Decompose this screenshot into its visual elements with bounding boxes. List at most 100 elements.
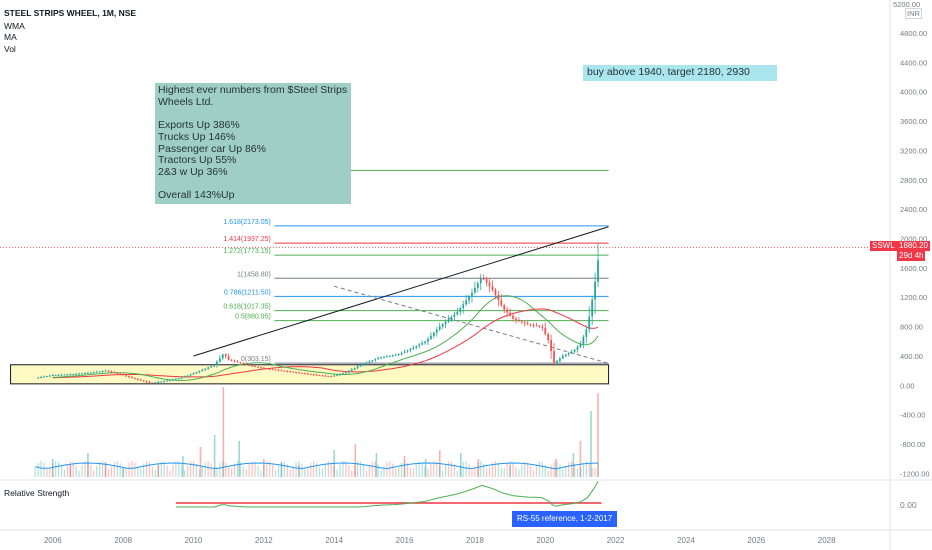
volume-bar	[263, 464, 265, 477]
candle-body	[251, 365, 254, 367]
candle-body	[353, 367, 356, 370]
volume-bar	[582, 462, 584, 477]
candle-body	[204, 368, 207, 370]
volume-bar	[102, 461, 104, 477]
candle-body	[113, 372, 116, 374]
volume-bar	[228, 467, 230, 477]
volume-bar	[503, 468, 505, 477]
volume-bar	[330, 462, 332, 477]
volume-bar	[163, 461, 165, 477]
candle-body	[312, 374, 315, 376]
note-box[interactable]: Highest ever numbers from $Steel Strips …	[155, 83, 351, 204]
y-tick-label: 2000.00	[900, 235, 927, 244]
volume-bar	[239, 462, 241, 477]
candle-body	[567, 353, 570, 355]
volume-bar	[524, 461, 526, 477]
volume-bar	[222, 461, 224, 477]
volume-bar	[430, 464, 432, 477]
volume-bar	[450, 461, 453, 477]
x-tick-label: 2028	[818, 536, 836, 545]
volume-bar	[301, 463, 303, 477]
indicator-ma[interactable]: MA	[4, 32, 17, 42]
price-badge-symbol: SSWL	[870, 241, 897, 251]
volume-bar	[113, 462, 115, 477]
volume-bar	[175, 461, 177, 477]
candle-body	[535, 325, 538, 327]
fib-label: 0(303.15)	[241, 356, 271, 363]
candle-body	[553, 351, 555, 364]
volume-bar	[213, 435, 216, 477]
candle-body	[201, 369, 204, 372]
volume-bar	[52, 463, 54, 477]
volume-bar	[433, 461, 435, 477]
candle-body	[544, 327, 547, 334]
candle-body	[183, 376, 186, 378]
volume-bar	[377, 464, 379, 477]
volume-bar	[269, 461, 271, 477]
candle-body	[43, 376, 45, 378]
price-badge-value: 1880.20	[897, 241, 930, 251]
volume-bar	[143, 463, 145, 477]
candle-body	[324, 375, 327, 377]
x-tick-label: 2010	[185, 536, 203, 545]
candle-body	[289, 371, 292, 373]
callout-box[interactable]: buy above 1940, target 2180, 2930	[583, 65, 777, 81]
volume-bar	[424, 459, 427, 477]
candle-body	[345, 372, 347, 374]
indicator-wma[interactable]: WMA	[4, 21, 25, 31]
volume-bar	[289, 469, 291, 477]
candle-body	[87, 372, 89, 374]
candle-body	[406, 350, 409, 352]
volume-bar	[342, 461, 344, 477]
y-tick-label: 1600.00	[900, 264, 927, 273]
x-tick-label: 2012	[255, 536, 273, 545]
candle-body	[92, 372, 95, 374]
volume-bar	[544, 465, 546, 477]
candle-body	[456, 311, 459, 315]
volume-bar	[494, 461, 497, 477]
volume-bar	[122, 468, 124, 477]
candle-body	[57, 374, 60, 376]
currency-label[interactable]: INR	[905, 8, 922, 19]
candle-body	[163, 381, 166, 383]
candle-body	[564, 354, 567, 356]
volume-bar	[199, 447, 202, 477]
candle-body	[230, 359, 233, 361]
volume-bar	[401, 462, 403, 477]
volume-bar	[222, 387, 225, 477]
candle-body	[318, 375, 321, 377]
candle-body	[573, 349, 576, 352]
y-tick-label: 4400.00	[900, 58, 927, 67]
rs-panel-title[interactable]: Relative Strength	[4, 488, 70, 498]
volume-bar	[55, 461, 57, 477]
candle-body	[459, 308, 462, 312]
volume-bar	[412, 468, 414, 477]
volume-bar	[140, 468, 142, 477]
volume-bar	[512, 462, 514, 477]
volume-bar	[257, 465, 259, 477]
candle-body	[421, 343, 424, 345]
candle-body	[479, 278, 482, 284]
candle-body	[500, 300, 503, 306]
candle-body	[248, 364, 251, 366]
candle-body	[415, 346, 418, 348]
volume-bar	[304, 468, 306, 477]
volume-bar	[547, 470, 549, 477]
volume-bar	[263, 459, 265, 477]
candle-body	[186, 375, 189, 377]
volume-bar	[260, 470, 262, 477]
rs-reference-badge[interactable]: RS-55 reference, 1-2-2017	[512, 511, 618, 527]
candle-body	[227, 356, 230, 360]
indicator-vol[interactable]: Vol	[4, 44, 16, 54]
support-zone	[10, 364, 610, 385]
volume-bar	[178, 461, 180, 477]
volume-bar	[254, 461, 256, 477]
candle-body	[75, 373, 78, 375]
candle-body	[444, 321, 447, 325]
candle-body	[224, 354, 227, 357]
volume-bar	[307, 467, 309, 477]
axis-top-label: 5200.00	[893, 0, 921, 9]
candle-body	[547, 333, 550, 341]
candle-body	[306, 373, 309, 375]
